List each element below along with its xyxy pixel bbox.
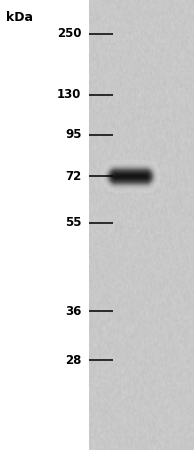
Text: 250: 250 [57, 27, 81, 40]
Text: 72: 72 [65, 170, 81, 183]
Text: 95: 95 [65, 129, 81, 141]
Text: 36: 36 [65, 305, 81, 318]
Text: kDa: kDa [6, 11, 33, 24]
Text: 130: 130 [57, 88, 81, 101]
Text: 28: 28 [65, 354, 81, 366]
Text: 55: 55 [65, 216, 81, 229]
